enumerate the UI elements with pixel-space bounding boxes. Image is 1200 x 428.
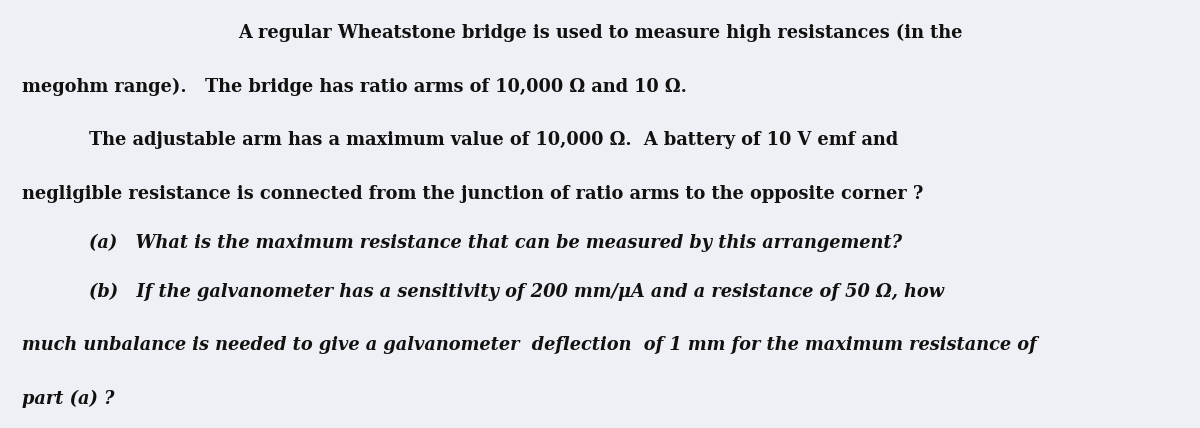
Text: megohm range).   The bridge has ratio arms of 10,000 Ω and 10 Ω.: megohm range). The bridge has ratio arms… (22, 78, 686, 96)
Text: negligible resistance is connected from the junction of ratio arms to the opposi: negligible resistance is connected from … (22, 185, 923, 203)
Text: part (a) ?: part (a) ? (22, 389, 114, 408)
Text: much unbalance is needed to give a galvanometer  deflection  of 1 mm for the max: much unbalance is needed to give a galva… (22, 336, 1037, 354)
Text: The adjustable arm has a maximum value of 10,000 Ω.  A battery of 10 V emf and: The adjustable arm has a maximum value o… (89, 131, 898, 149)
Text: (b)   If the galvanometer has a sensitivity of 200 mm/μA and a resistance of 50 : (b) If the galvanometer has a sensitivit… (89, 282, 943, 301)
Text: A regular Wheatstone bridge is used to measure high resistances (in the: A regular Wheatstone bridge is used to m… (238, 24, 962, 42)
Text: (a)   What is the maximum resistance that can be measured by this arrangement?: (a) What is the maximum resistance that … (89, 233, 902, 252)
